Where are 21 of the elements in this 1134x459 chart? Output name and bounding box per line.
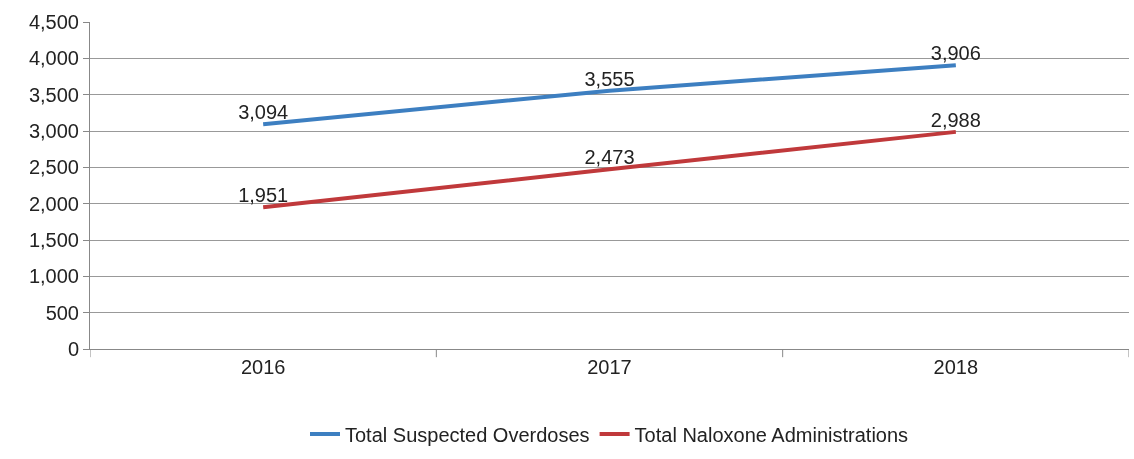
y-tick-label: 4,000 <box>28 47 79 70</box>
y-tick-label: 4,500 <box>28 11 79 33</box>
legend-label: Total Naloxone Administrations <box>634 423 909 446</box>
y-tick-label: 3,500 <box>28 83 79 106</box>
data-label: 2,473 <box>584 146 635 169</box>
data-label: 3,094 <box>238 101 289 124</box>
y-tick-label: 500 <box>45 301 79 324</box>
data-label: 3,906 <box>930 42 981 65</box>
x-tick-label: 2018 <box>933 356 979 378</box>
y-tick-label: 2,500 <box>28 156 79 179</box>
y-tick-label: 1,000 <box>28 265 79 288</box>
y-tick-label: 2,000 <box>28 192 79 215</box>
legend-label: Total Suspected Overdoses <box>345 423 590 446</box>
data-label: 3,555 <box>584 67 635 90</box>
data-label: 1,951 <box>238 184 289 207</box>
y-tick-label: 1,500 <box>28 229 79 251</box>
y-tick-label: 0 <box>67 338 79 360</box>
y-tick-label: 3,000 <box>28 120 79 142</box>
data-label: 2,988 <box>930 108 981 131</box>
x-tick-label: 2016 <box>240 356 286 378</box>
x-tick-label: 2017 <box>587 356 632 378</box>
